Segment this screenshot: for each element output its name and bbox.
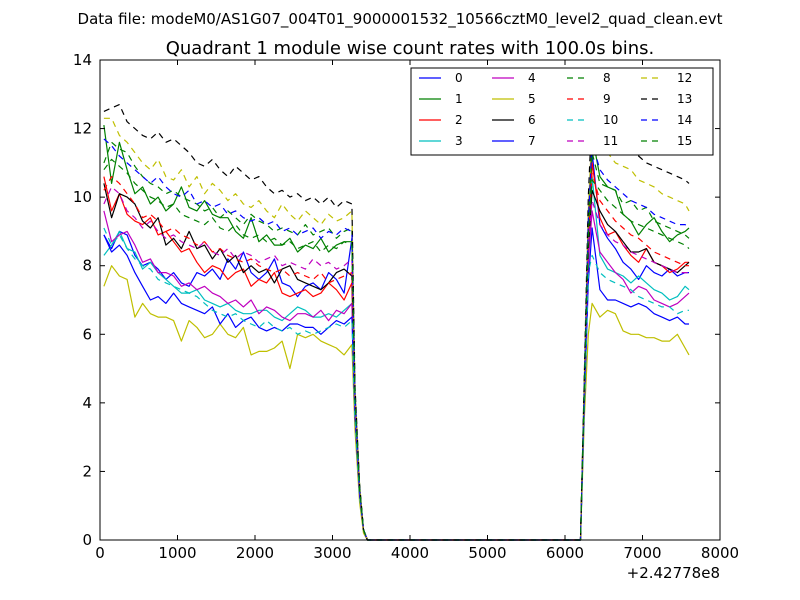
legend-label-9: 9 (603, 92, 611, 106)
legend-label-12: 12 (677, 71, 692, 85)
series-line-1 (103, 125, 690, 541)
legend-label-2: 2 (455, 113, 463, 127)
suptitle: Data file: modeM0/AS1G07_004T01_90000015… (78, 10, 723, 29)
x-tick-label: 6000 (546, 544, 584, 562)
x-tick-label: 0 (95, 544, 105, 562)
series-line-14 (103, 138, 690, 541)
y-tick-label: 8 (82, 257, 92, 275)
y-tick-label: 12 (73, 120, 92, 138)
series-line-8 (103, 141, 690, 541)
legend-label-13: 13 (677, 92, 692, 106)
legend-label-3: 3 (455, 134, 463, 148)
legend-label-0: 0 (455, 71, 463, 85)
x-axis: 0 1000 2000 3000 4000 5000 6000 7000 8000 (95, 60, 739, 562)
series-line-7 (103, 227, 689, 541)
x-tick-label: 8000 (701, 544, 739, 562)
x-tick-label: 2000 (236, 544, 274, 562)
series-line-12 (103, 117, 690, 541)
legend-label-14: 14 (677, 113, 692, 127)
y-tick-label: 4 (82, 394, 92, 412)
legend-label-5: 5 (528, 92, 536, 106)
x-offset-label: +2.42778e8 (627, 564, 720, 582)
x-tick-label: 5000 (468, 544, 506, 562)
y-tick-label: 14 (73, 51, 92, 69)
chart-title: Quadrant 1 module wise count rates with … (166, 38, 655, 59)
series-line-2 (103, 162, 689, 541)
legend-label-8: 8 (603, 71, 611, 85)
legend-label-11: 11 (603, 134, 618, 148)
series-line-0 (103, 152, 689, 541)
series-line-11 (103, 186, 689, 541)
legend-label-10: 10 (603, 113, 618, 127)
x-tick-label: 7000 (623, 544, 661, 562)
series-line-6 (103, 183, 690, 541)
series-line-3 (103, 176, 690, 541)
y-tick-label: 10 (73, 188, 92, 206)
series-line-9 (103, 172, 689, 541)
legend-label-1: 1 (455, 92, 463, 106)
y-tick-label: 0 (82, 531, 92, 549)
series-line-4 (103, 210, 690, 541)
x-tick-label: 1000 (158, 544, 196, 562)
series-line-15 (103, 158, 690, 541)
series-line-10 (103, 227, 689, 541)
x-tick-label: 3000 (313, 544, 351, 562)
legend-label-4: 4 (528, 71, 536, 85)
legend-label-7: 7 (528, 134, 536, 148)
plot-lines (103, 103, 690, 541)
legend-label-15: 15 (677, 134, 692, 148)
x-tick-label: 4000 (391, 544, 429, 562)
legend-label-6: 6 (528, 113, 536, 127)
legend-box (410, 67, 714, 156)
y-tick-label: 2 (82, 462, 92, 480)
y-tick-label: 6 (82, 325, 92, 343)
series-line-5 (103, 265, 690, 541)
